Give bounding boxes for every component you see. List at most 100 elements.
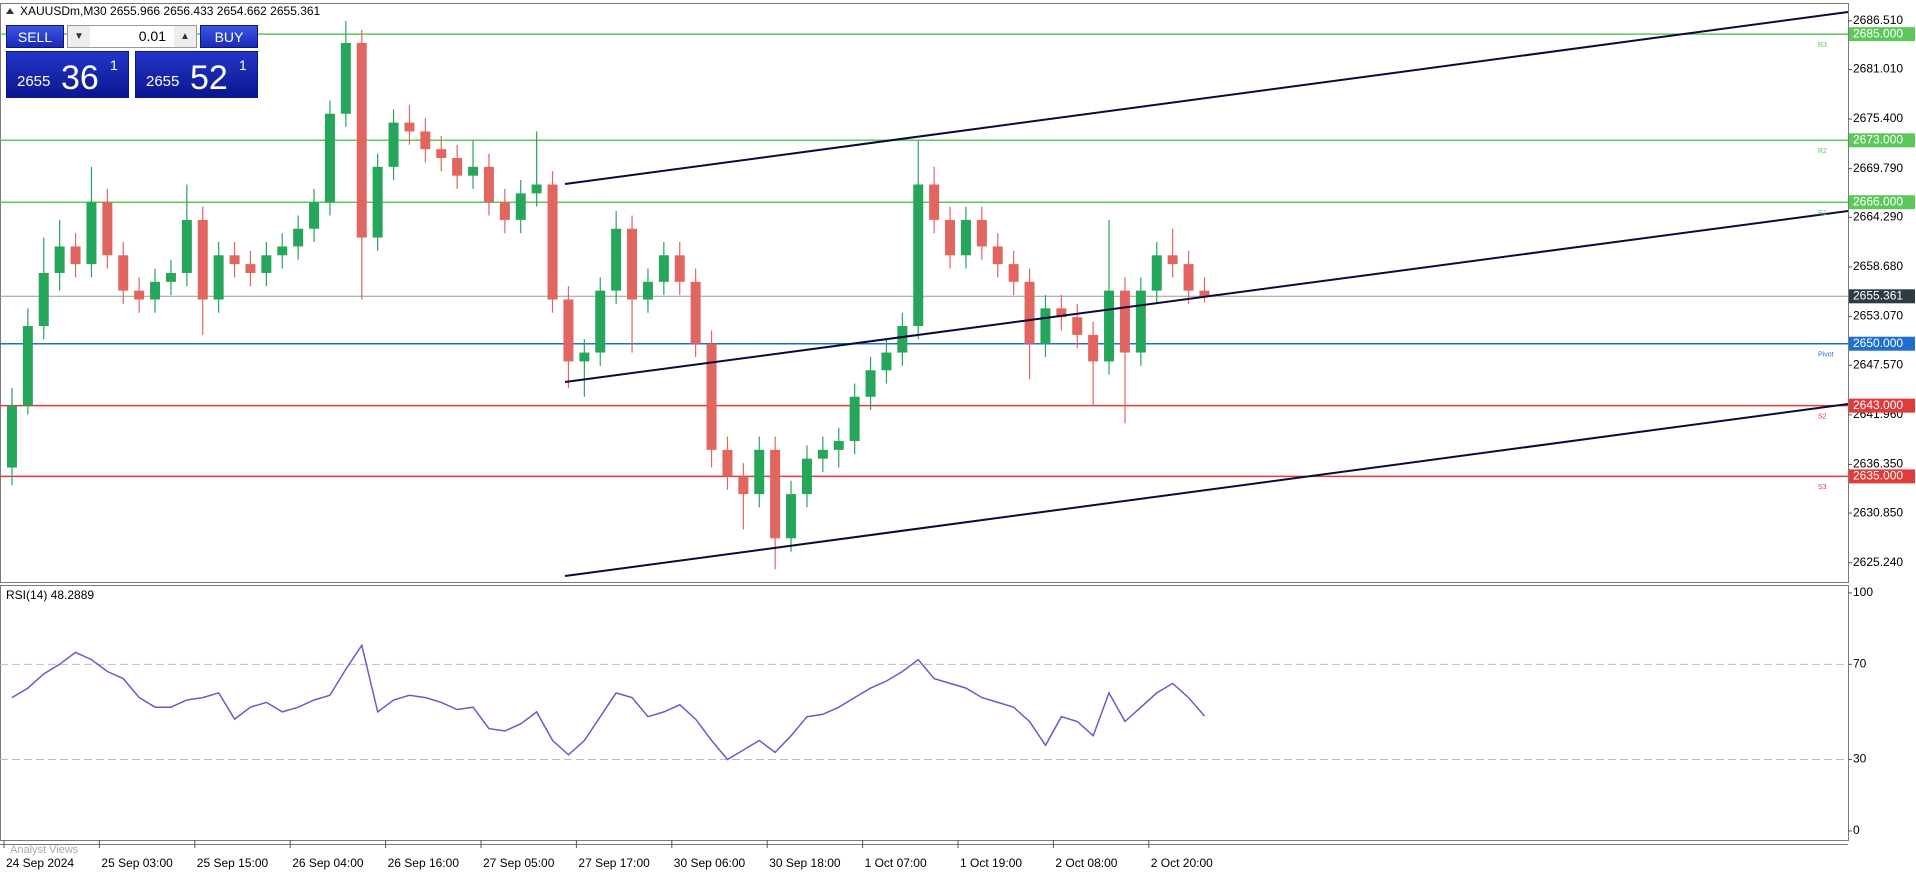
candle-body: [70, 246, 81, 265]
trendline: [564, 11, 1849, 185]
sell-button[interactable]: SELL: [6, 25, 64, 48]
candle-body: [1167, 255, 1178, 265]
candle-body: [1135, 290, 1146, 353]
candle-body: [881, 352, 892, 371]
candle-body: [309, 202, 320, 229]
y-tick-label: 2625.240: [1853, 555, 1903, 569]
x-tick-label: 1 Oct 07:00: [865, 856, 927, 870]
buy-price-main: 52: [190, 59, 228, 97]
candle-body: [595, 290, 606, 353]
levels: [0, 33, 1848, 761]
y-tick-label: 2664.290: [1853, 210, 1903, 224]
volume-up[interactable]: ▲: [174, 26, 196, 47]
candle-body: [372, 166, 383, 238]
candle-body: [324, 113, 335, 203]
candle-body: [611, 228, 622, 291]
candle-body: [22, 326, 33, 406]
candle-body: [165, 272, 176, 282]
y-tick-label: 2647.570: [1853, 357, 1903, 371]
rsi-line: [11, 643, 1206, 761]
candle-body: [817, 449, 828, 459]
y-tick-label: 100: [1853, 585, 1873, 599]
candle-body: [150, 281, 161, 300]
y-tick-label: 2686.510: [1853, 13, 1903, 27]
x-tick-label: 24 Sep 2024: [6, 856, 74, 870]
candle-body: [118, 255, 129, 291]
candle-body: [6, 405, 17, 468]
labels: 2686.510 2681.010 2675.400 2669.790 2664.290…: [3, 13, 1915, 870]
level-name: R2: [1818, 148, 1827, 155]
level-label-bg: [1849, 27, 1915, 42]
candle-body: [86, 202, 97, 265]
candle-body: [531, 184, 542, 194]
candle-body: [38, 272, 49, 327]
candle-body: [102, 202, 113, 256]
level-label-bg: [1849, 133, 1915, 148]
candle-body: [277, 246, 288, 256]
volume-down[interactable]: ▼: [68, 26, 90, 47]
x-tick-label: 2 Oct 20:00: [1151, 856, 1213, 870]
sell-price-small: 1: [110, 57, 118, 73]
symbol-header: XAUUSDm,M30 2655.966 2656.433 2654.662 2…: [20, 4, 321, 18]
sell-price-main: 36: [61, 59, 99, 97]
level-name: R3: [1818, 42, 1827, 49]
candle-body: [945, 219, 956, 256]
candle-body: [388, 122, 399, 167]
candle-body: [960, 219, 971, 256]
level-label: 2650.000: [1853, 336, 1903, 350]
candle-body: [849, 396, 860, 442]
candle-body: [754, 449, 765, 495]
level-label: 2673.000: [1853, 132, 1903, 146]
candle-body: [1024, 281, 1035, 344]
trendline: [564, 210, 1849, 383]
candle-body: [1072, 317, 1083, 335]
x-tick-label: 30 Sep 18:00: [769, 856, 841, 870]
x-tick-label: 25 Sep 15:00: [197, 856, 269, 870]
candle-body: [197, 219, 208, 300]
sell-price[interactable]: 2655 36 1: [6, 51, 129, 98]
y-tick-label: 2653.070: [1853, 309, 1903, 323]
y-tick-label: 2630.850: [1853, 505, 1903, 519]
buy-button[interactable]: BUY: [200, 25, 258, 48]
candle-body: [134, 290, 145, 300]
candle-body: [1088, 334, 1099, 362]
candle-body: [738, 476, 749, 495]
buy-price[interactable]: 2655 52 1: [135, 51, 258, 98]
candle-body: [976, 219, 987, 247]
candle-body: [1056, 308, 1067, 318]
buy-price-big: 2655: [146, 73, 180, 90]
level-label-bg: [1849, 398, 1915, 413]
candle-body: [229, 255, 240, 265]
x-tick-label: 27 Sep 05:00: [483, 856, 555, 870]
candle-body: [1104, 290, 1115, 362]
trendline: [564, 403, 1849, 577]
level-label: 2643.000: [1853, 398, 1903, 412]
level-label-bg: [1849, 336, 1915, 351]
volume-value: 0.01: [138, 28, 166, 44]
candle-body: [499, 202, 510, 220]
buy-price-small: 1: [239, 57, 247, 73]
candle-body: [992, 246, 1003, 265]
collapse-icon[interactable]: [6, 8, 14, 14]
candle-body: [213, 255, 224, 300]
x-tick-label: 25 Sep 03:00: [101, 856, 173, 870]
candle-body: [1040, 308, 1051, 344]
x-tick-label: 1 Oct 19:00: [960, 856, 1022, 870]
volume-field[interactable]: ▼ 0.01 ▲: [67, 25, 197, 48]
main-panel-frame: [0, 3, 1849, 583]
candle-body: [245, 264, 256, 273]
candle-body: [293, 228, 304, 247]
candle-body: [181, 219, 192, 273]
candle-body: [833, 441, 844, 450]
sell-price-big: 2655: [17, 73, 51, 90]
candle-body: [770, 449, 781, 539]
candle-body: [658, 255, 669, 282]
candle-body: [563, 299, 574, 362]
rsi-panel-frame: [0, 585, 1849, 841]
candle-body: [1183, 264, 1194, 291]
level-label: 2635.000: [1853, 469, 1903, 483]
trade-panel: SELL ▼ 0.01 ▲ BUY 2655 36 1 2655 52 1: [6, 25, 258, 98]
level-label: 2685.000: [1853, 26, 1903, 40]
trendlines: [564, 11, 1849, 577]
